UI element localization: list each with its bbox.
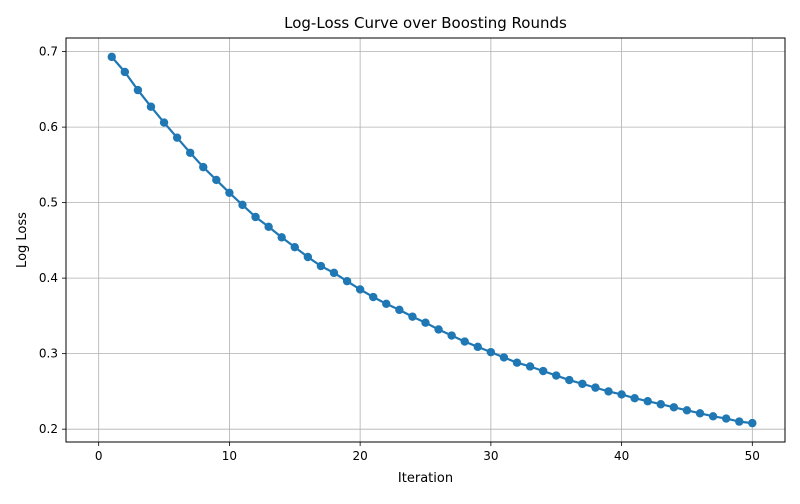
data-point bbox=[656, 400, 666, 409]
x-tick-label: 10 bbox=[222, 449, 237, 463]
x-tick-label: 30 bbox=[483, 449, 498, 463]
data-point bbox=[460, 337, 469, 346]
y-tick-label: 0.5 bbox=[39, 196, 58, 210]
data-point bbox=[669, 403, 679, 412]
x-tick-label: 50 bbox=[745, 449, 760, 463]
x-axis-label: Iteration bbox=[398, 471, 453, 486]
data-point bbox=[395, 305, 404, 315]
grid bbox=[66, 38, 785, 442]
data-point bbox=[421, 318, 430, 327]
data-point bbox=[565, 375, 574, 385]
data-point bbox=[552, 371, 561, 380]
data-point bbox=[290, 242, 299, 252]
data-point bbox=[499, 353, 509, 362]
chart-title: Log-Loss Curve over Boosting Rounds bbox=[284, 14, 567, 32]
data-point bbox=[434, 325, 443, 334]
data-point bbox=[133, 85, 143, 95]
y-tick-label: 0.4 bbox=[39, 271, 58, 285]
series-line bbox=[110, 56, 753, 425]
x-tick-label: 0 bbox=[95, 449, 103, 463]
data-point bbox=[695, 409, 705, 418]
data-point bbox=[212, 175, 221, 185]
data-point bbox=[329, 268, 339, 278]
data-point bbox=[447, 331, 456, 340]
data-point bbox=[146, 102, 156, 111]
y-tick-label: 0.3 bbox=[39, 347, 58, 361]
data-point bbox=[682, 406, 692, 415]
data-point bbox=[199, 162, 208, 172]
data-point bbox=[617, 390, 626, 399]
data-point bbox=[408, 312, 417, 321]
data-point bbox=[735, 417, 744, 426]
x-tick-label: 40 bbox=[614, 449, 629, 463]
axis-ticks: 0 10 20 30 40 50 0.2 0.3 0.4 0.5 0.6 0.7 bbox=[39, 45, 760, 463]
data-point bbox=[538, 366, 548, 376]
y-axis-label: Log Loss bbox=[15, 212, 30, 268]
data-point bbox=[525, 362, 535, 371]
data-point bbox=[643, 397, 652, 406]
data-point bbox=[277, 233, 286, 242]
data-point bbox=[630, 394, 639, 403]
data-point bbox=[355, 285, 365, 294]
data-point bbox=[159, 118, 169, 127]
data-point bbox=[172, 133, 182, 142]
data-point bbox=[591, 383, 600, 392]
data-point bbox=[264, 222, 273, 231]
data-point bbox=[238, 200, 247, 210]
data-point bbox=[473, 342, 482, 352]
data-point bbox=[251, 212, 260, 222]
data-point bbox=[342, 276, 352, 286]
data-point bbox=[120, 67, 130, 77]
data-point bbox=[185, 148, 195, 157]
data-point bbox=[107, 52, 116, 62]
y-tick-label: 0.2 bbox=[39, 422, 58, 436]
data-point bbox=[486, 347, 496, 357]
y-tick-label: 0.7 bbox=[39, 45, 58, 59]
data-point bbox=[708, 412, 718, 421]
data-point bbox=[604, 387, 613, 396]
data-point bbox=[303, 252, 313, 262]
series-layer bbox=[107, 52, 757, 428]
data-point bbox=[748, 418, 757, 428]
y-tick-label: 0.6 bbox=[39, 120, 58, 134]
x-tick-label: 20 bbox=[352, 449, 367, 463]
data-point bbox=[369, 292, 378, 302]
plot-frame bbox=[65, 37, 786, 443]
data-point bbox=[316, 261, 326, 271]
data-point bbox=[578, 379, 587, 389]
data-point bbox=[721, 414, 731, 423]
data-point bbox=[512, 358, 522, 367]
data-point bbox=[382, 299, 391, 309]
data-point bbox=[225, 188, 234, 198]
